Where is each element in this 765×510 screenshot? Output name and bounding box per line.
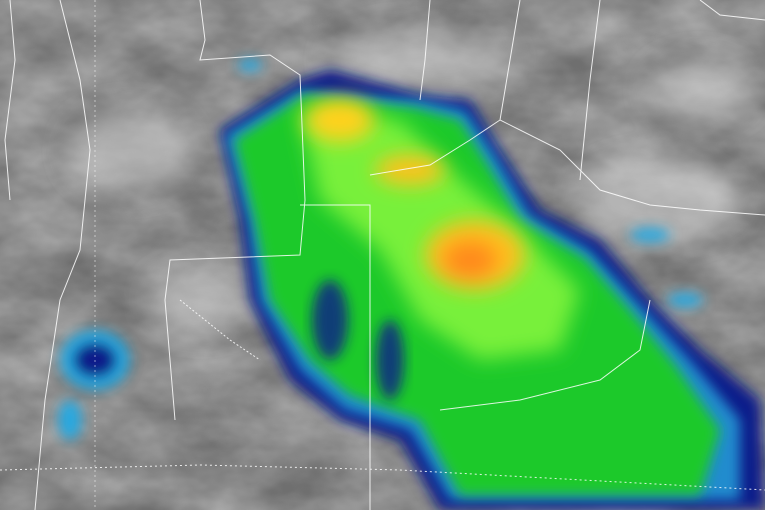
bright-clouds — [70, 30, 750, 330]
storm-system — [220, 70, 765, 510]
dark-gaps — [312, 280, 404, 400]
storm-cores — [305, 98, 525, 290]
